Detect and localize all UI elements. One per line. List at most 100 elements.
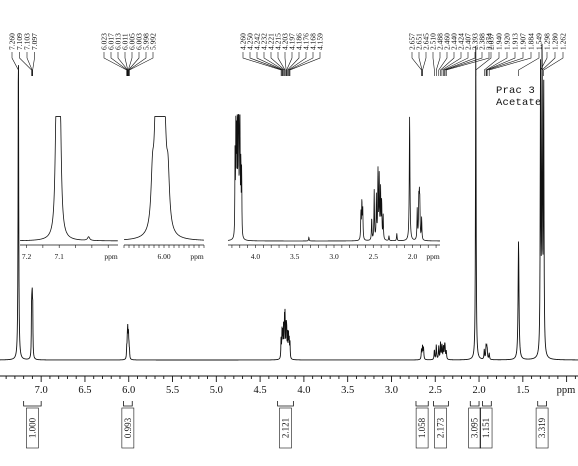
peak-label-leader (436, 52, 441, 76)
peak-label-leader (488, 52, 532, 76)
peak-label-leader (284, 52, 287, 76)
peak-label-leader (518, 52, 540, 76)
integral-value: 2.173 (436, 417, 446, 438)
peak-shift-label: 4.159 (316, 33, 325, 50)
inset-tick-label: 2.5 (369, 252, 379, 261)
inset-tick-label: 4.0 (251, 252, 261, 261)
peak-label-leader (418, 52, 423, 76)
peak-shift-label: 7.097 (30, 33, 39, 50)
peak-label-leader (256, 52, 283, 76)
peak-label-leader (486, 52, 524, 76)
peak-shift-label: 1.920 (503, 33, 512, 50)
peak-shift-label: 2.374 (485, 33, 494, 50)
integral-value: 0.993 (123, 417, 133, 438)
peak-shift-label: 1.913 (511, 33, 520, 50)
peak-shift-label: 2.393 (471, 33, 480, 50)
peak-shift-label: 7.109 (15, 33, 24, 50)
x-axis-tick-label: 6.5 (78, 385, 91, 396)
integral-value-box (468, 407, 481, 449)
inset-tick-label: 7.1 (55, 252, 65, 261)
peak-shift-label: 1.280 (551, 33, 560, 50)
peak-label-leader (32, 52, 35, 76)
peak-shift-label: 2.037 (487, 33, 496, 50)
peak-label-leader (289, 52, 321, 76)
peak-label-leader (432, 52, 435, 76)
x-axis-unit-label: ppm (557, 385, 576, 396)
integral-bracket (415, 401, 429, 407)
peak-label-leader (26, 52, 33, 76)
peak-label-leader (242, 52, 282, 76)
peak-label-leader (444, 52, 483, 76)
peak-shift-label: 2.440 (450, 33, 459, 50)
integral-value-box (279, 407, 292, 449)
peak-shift-label: 4.242 (253, 33, 262, 50)
peak-shift-label: 4.186 (295, 33, 304, 50)
peak-label-leader (277, 52, 286, 76)
inset-unit-label: ppm (104, 252, 118, 261)
peak-shift-label: 6.023 (100, 33, 109, 50)
peak-shift-label: 4.221 (267, 33, 276, 50)
peak-label-leader (128, 52, 140, 76)
peak-label-leader (110, 52, 128, 76)
integral-value-box (434, 407, 447, 449)
peak-shift-label: 6.011 (121, 33, 130, 50)
integral-bracket (23, 401, 42, 407)
integral-bracket (537, 401, 547, 407)
integral-bracket (123, 401, 133, 407)
x-axis-tick-label: 2.5 (429, 385, 442, 396)
main-spectrum-trace (0, 43, 578, 361)
inset-tick-label: 2.0 (408, 252, 418, 261)
x-axis-tick-label: 4.5 (254, 385, 267, 396)
integral-value: 1.000 (27, 417, 37, 438)
chart-title: Prac 3 Acetate (496, 85, 542, 109)
x-axis-tick-label: 3.5 (341, 385, 354, 396)
integral-bracket (469, 401, 480, 407)
x-axis-tick-label: 7.0 (35, 385, 48, 396)
inset-unit-label: ppm (190, 252, 204, 261)
inset-tick-label: 6.00 (157, 252, 170, 261)
x-axis-tick-label: 3.0 (385, 385, 398, 396)
peak-shift-label: 7.260 (8, 33, 17, 50)
integral-value-box (415, 407, 429, 449)
peak-label-leader (287, 52, 300, 76)
integral-value-box (26, 407, 39, 449)
peak-shift-label: 4.232 (260, 33, 269, 50)
peak-label-leader (270, 52, 285, 76)
peak-shift-label: 4.197 (288, 33, 297, 50)
peak-shift-label: 2.651 (415, 33, 424, 50)
integral-value-box (479, 407, 493, 449)
peak-shift-label: 5.998 (142, 33, 151, 50)
peak-label-leader (441, 52, 462, 76)
integral-value: 1.151 (481, 418, 491, 438)
peak-label-leader (129, 52, 154, 76)
peak-label-leader (11, 52, 19, 76)
x-axis-tick-label: 4.0 (297, 385, 310, 396)
main-x-axis: 7.0 6.5 6.0 5.5 5.0 4.5 4.0 3.5 3.0 2.5 2.0 1.5 ppm (0, 375, 578, 396)
peak-shift-label: 4.203 (281, 33, 290, 50)
peak-shift-label: 2.388 (478, 33, 487, 50)
x-axis-tick-label: 1.5 (516, 385, 529, 396)
integral-value-box (121, 407, 135, 449)
peak-label-leader (486, 52, 516, 76)
peak-label-leader (103, 52, 128, 76)
peak-label-leader (438, 52, 448, 76)
peak-label-leader (249, 52, 283, 76)
peak-shift-label: 1.549 (535, 33, 544, 50)
integral-bracket (433, 401, 449, 407)
peak-shift-label: 4.176 (302, 33, 311, 50)
peak-label-leader (286, 52, 293, 76)
integral-bracket (277, 401, 294, 407)
peak-shift-label: 4.168 (309, 33, 318, 50)
inset-aromatic-trace (19, 116, 118, 242)
peak-shift-label: 6.003 (135, 33, 144, 50)
peak-shift-label: 7.103 (23, 33, 32, 50)
inset-vinyl-trace (123, 116, 205, 241)
peak-shift-label: 2.645 (422, 33, 431, 50)
peak-shift-label: 1.262 (559, 33, 568, 50)
x-axis-tick-label: 5.5 (166, 385, 179, 396)
peak-shift-label: 6.013 (114, 33, 123, 50)
peak-label-leader (443, 52, 469, 76)
peak-shift-label: 1.940 (495, 33, 504, 50)
